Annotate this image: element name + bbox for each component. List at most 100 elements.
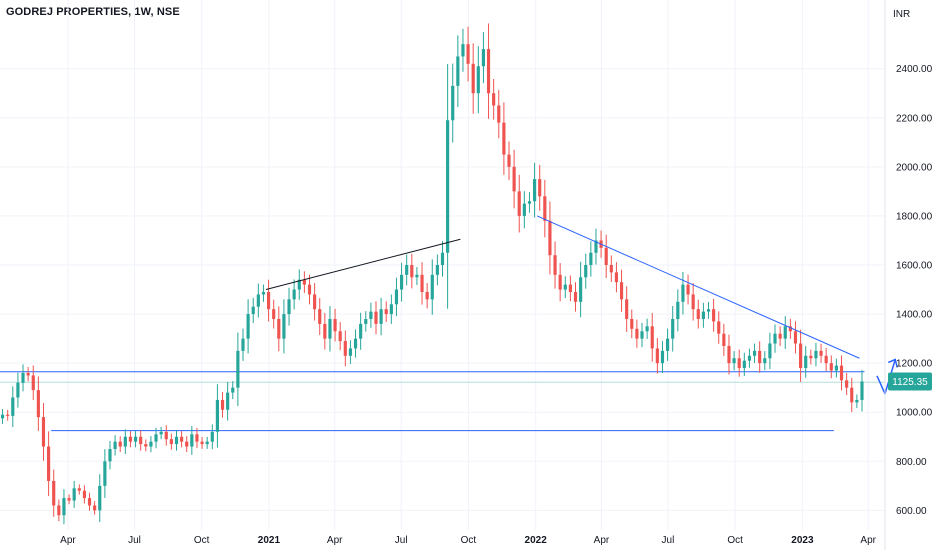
candle-body xyxy=(379,309,383,324)
candle-body xyxy=(282,314,286,339)
candle-body xyxy=(159,431,163,435)
candle-body xyxy=(226,392,230,410)
candle-body xyxy=(82,490,86,499)
candle-body xyxy=(399,274,404,290)
candle-body xyxy=(804,355,808,369)
candle-body xyxy=(394,289,399,305)
candle-body xyxy=(292,289,296,300)
candle-body xyxy=(118,441,122,447)
trend-line[interactable] xyxy=(536,215,860,359)
candle-body xyxy=(261,291,266,295)
candle-body xyxy=(696,309,700,319)
candle-body xyxy=(369,311,373,319)
candle-body xyxy=(72,488,76,501)
candle-body xyxy=(205,441,209,445)
candle-body xyxy=(614,272,619,283)
candle-body xyxy=(532,179,537,202)
y-tick-label: 1000.00 xyxy=(896,408,932,419)
x-tick-label: Oct xyxy=(461,535,477,546)
candle-body xyxy=(144,444,148,447)
candle-body xyxy=(11,397,15,416)
y-tick-label: 2400.00 xyxy=(896,64,932,75)
time-axis[interactable]: Apr Jul Oct 2021 Apr Jul Oct 2022 Apr Jul Oct 2023 A… xyxy=(60,535,876,546)
x-tick-label: 2023 xyxy=(791,535,814,546)
y-tick-label: 2200.00 xyxy=(896,113,932,124)
candle-body xyxy=(190,434,194,447)
candle-body xyxy=(701,311,705,319)
candle-body xyxy=(727,345,731,364)
candle-body xyxy=(579,277,583,302)
price-axis[interactable]: 600.00 800.00 1000.00 1200.00 1400.00 1600.00… xyxy=(896,64,932,517)
candle-body xyxy=(36,390,40,418)
candle-body xyxy=(149,441,153,447)
candle-body xyxy=(619,282,624,300)
candle-body xyxy=(814,350,818,359)
candle-body xyxy=(164,431,168,440)
candle-body xyxy=(338,331,342,342)
y-tick-label: 800.00 xyxy=(896,457,927,468)
candle-body xyxy=(558,274,562,290)
candle-body xyxy=(660,350,665,364)
candle-body xyxy=(195,434,199,442)
candle-body xyxy=(451,85,455,121)
candle-body xyxy=(251,306,255,315)
candle-body xyxy=(389,304,393,315)
candle-body xyxy=(471,63,475,94)
candles xyxy=(0,23,864,525)
candle-body xyxy=(538,179,542,197)
candle-body xyxy=(415,274,419,278)
x-tick-label: Apr xyxy=(327,535,343,546)
candle-body xyxy=(573,291,578,302)
last-price-badge: 1125.35 xyxy=(888,372,932,391)
support-lines xyxy=(0,371,885,432)
candle-body xyxy=(686,284,690,295)
candle-body xyxy=(139,436,143,445)
candle-body xyxy=(497,105,501,123)
candle-body xyxy=(41,417,46,447)
candle-body xyxy=(655,348,659,364)
candle-body xyxy=(507,154,511,167)
trend-line[interactable] xyxy=(265,238,461,291)
candle-body xyxy=(220,399,225,410)
candle-body xyxy=(742,360,746,369)
candle-body xyxy=(809,355,813,359)
x-tick-label: Apr xyxy=(860,535,876,546)
candle-body xyxy=(553,255,557,275)
candle-body xyxy=(87,498,92,506)
candle-body xyxy=(517,191,521,216)
candle-body xyxy=(21,372,25,383)
candle-body xyxy=(16,382,20,398)
candle-body xyxy=(128,436,133,442)
candle-body xyxy=(666,338,670,351)
x-tick-label: Oct xyxy=(194,535,210,546)
candle-body xyxy=(752,350,757,356)
candle-body xyxy=(77,488,81,491)
candle-body xyxy=(589,252,593,265)
candle-body xyxy=(384,309,388,315)
candle-body xyxy=(405,265,409,275)
candle-body xyxy=(768,343,772,359)
candle-body xyxy=(277,318,281,339)
y-tick-label: 1400.00 xyxy=(896,310,932,321)
candle-body xyxy=(328,318,332,339)
candle-body xyxy=(353,338,358,349)
candle-body xyxy=(860,381,864,400)
candle-body xyxy=(630,318,634,329)
y-tick-label: 1800.00 xyxy=(896,211,932,222)
candle-body xyxy=(236,350,240,388)
candle-body xyxy=(241,338,245,351)
x-tick-label: 2022 xyxy=(525,535,548,546)
candle-body xyxy=(681,284,685,302)
x-tick-label: Jul xyxy=(395,535,408,546)
currency-label: INR xyxy=(893,9,910,20)
candle-body xyxy=(650,326,654,349)
candle-body xyxy=(364,318,368,324)
x-tick-label: Jul xyxy=(128,535,141,546)
candle-body xyxy=(486,49,491,94)
candle-body xyxy=(461,44,465,57)
candle-body xyxy=(169,439,173,445)
candle-body xyxy=(799,343,803,369)
candle-body xyxy=(522,203,526,216)
last-price-value: 1125.35 xyxy=(892,377,928,388)
